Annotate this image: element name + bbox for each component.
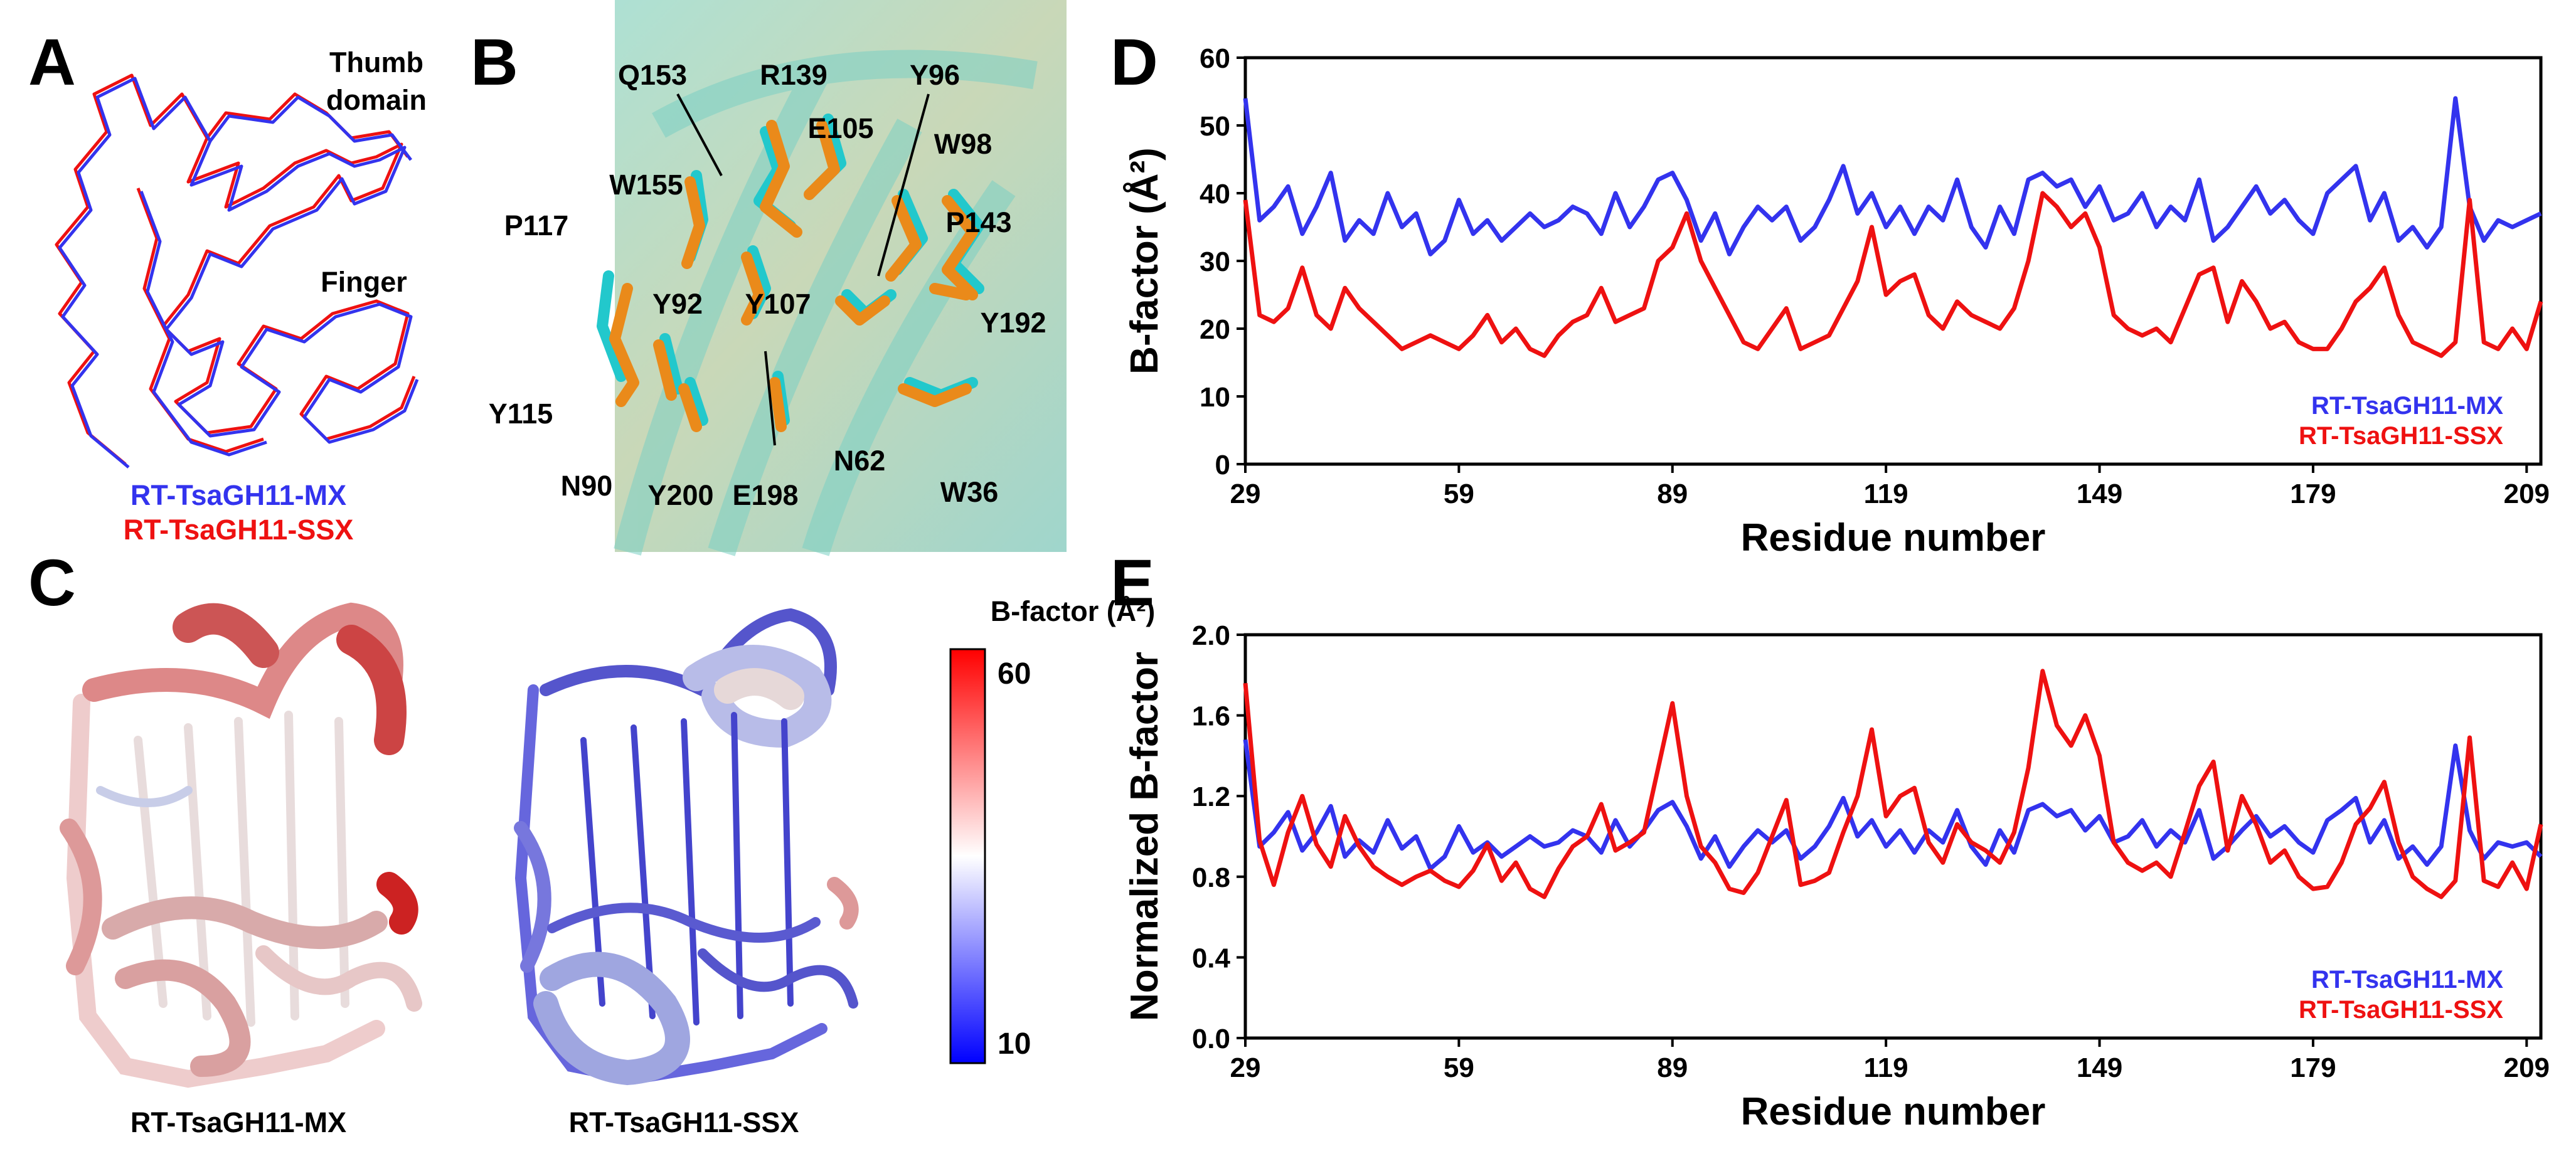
legend-mx: RT-TsaGH11-MX	[2311, 392, 2503, 420]
residue-n62: N62	[834, 445, 886, 477]
panel-letter-a: A	[28, 26, 76, 99]
x-tick-label: 209	[2504, 479, 2550, 509]
residue-y107: Y107	[745, 288, 811, 320]
series-line-ssx	[1243, 191, 2543, 358]
colorbar	[949, 648, 986, 1064]
panel-letter-b: B	[471, 26, 518, 99]
residue-p117: P117	[504, 209, 569, 241]
y-tick-label: 1.2	[1192, 782, 1230, 812]
y-tick-label: 0	[1215, 450, 1230, 480]
caption-c-mx: RT-TsaGH11-MX	[130, 1106, 346, 1138]
residue-w155: W155	[609, 169, 683, 201]
residue-y192: Y192	[980, 307, 1046, 339]
x-tick-label: 119	[1864, 479, 1908, 509]
panel-c: C RT-TsaGH11-MX RT-TsaGH1	[28, 546, 1155, 1138]
x-tick-label: 149	[2077, 1052, 2122, 1083]
residue-e105: E105	[807, 112, 873, 144]
residue-w36: W36	[940, 476, 999, 508]
backbone-trace-mx	[58, 77, 419, 469]
legend-ssx: RT-TsaGH11-SSX	[2299, 996, 2503, 1024]
residue-labels: Q153 R139 Y96 E105 W98 W155 P117 P143 Y9…	[489, 59, 1046, 511]
legend-a-ssx: RT-TsaGH11-SSX	[124, 514, 354, 546]
residue-n90: N90	[561, 470, 613, 502]
series-line-ssx	[1243, 669, 2543, 899]
residue-sticks	[597, 114, 984, 432]
x-tick-label: 29	[1230, 1052, 1261, 1083]
y-tick-label: 50	[1200, 111, 1230, 142]
y-tick-label: 0.0	[1192, 1024, 1230, 1054]
y-tick-label: 10	[1200, 382, 1230, 413]
residue-r139: R139	[760, 59, 828, 91]
residue-y200: Y200	[647, 479, 713, 511]
sticks-orange	[609, 120, 978, 432]
residue-y115: Y115	[489, 398, 553, 430]
panel-letter-c: C	[28, 546, 76, 620]
y-tick-label: 0.4	[1192, 943, 1231, 973]
residue-e198: E198	[732, 479, 798, 511]
y-tick-label: 60	[1200, 43, 1230, 74]
colorbar-max-label: 60	[998, 657, 1031, 691]
legend-mx: RT-TsaGH11-MX	[2311, 966, 2503, 994]
legend-a-mx: RT-TsaGH11-MX	[130, 479, 346, 511]
panel-e: E 0.0 0.4 0.8 1.2 1.6 2.0 29 59 89 119 149 179 209 Re…	[1110, 546, 2550, 1133]
x-tick-label: 29	[1230, 479, 1261, 509]
panel-b: B Q153 R139 Y96 E105 W98 W155 P117 P143 …	[471, 0, 1067, 556]
panel-letter-e: E	[1110, 546, 1154, 620]
x-tick-label: 179	[2290, 479, 2336, 509]
legend-ssx: RT-TsaGH11-SSX	[2299, 422, 2503, 450]
chart-e: 0.0 0.4 0.8 1.2 1.6 2.0 29 59 89 119 149 179 209 Resi…	[1123, 620, 2550, 1133]
label-domain: domain	[326, 84, 427, 116]
x-tick-label: 149	[2077, 479, 2122, 509]
colorbar-title: B-factor (Å²)	[991, 595, 1155, 627]
residue-y96: Y96	[910, 59, 960, 91]
residue-q153: Q153	[618, 59, 687, 91]
y-tick-label: 0.8	[1192, 862, 1230, 893]
series-line-mx	[1243, 96, 2542, 257]
y-tick-label: 30	[1200, 246, 1230, 277]
y-tick-label: 20	[1200, 314, 1230, 345]
chart-d: 0 10 20 30 40 50 60 29 59 89 119 149 179 209 Residue n…	[1123, 43, 2550, 559]
panel-a: A Thumb domain Finger RT-TsaGH11-MX RT-T…	[28, 26, 427, 546]
residue-y92: Y92	[652, 288, 703, 320]
x-axis-label: Residue number	[1741, 1090, 2046, 1133]
panel-d: D 0 10 20 30 40 50 60 29 59 89 119 149 179 209 Residue…	[1110, 26, 2550, 559]
x-tick-label: 119	[1864, 1052, 1908, 1083]
x-tick-label: 59	[1444, 1052, 1474, 1083]
x-tick-label: 89	[1657, 1052, 1688, 1083]
y-tick-label: 2.0	[1192, 620, 1230, 651]
y-axis-label: B-factor (Å²)	[1123, 147, 1166, 374]
y-axis-label: Normalized B-factor	[1123, 652, 1166, 1021]
plot-frame	[1243, 633, 2543, 1040]
y-tick-label: 1.6	[1192, 701, 1230, 732]
x-tick-label: 209	[2504, 1052, 2550, 1083]
x-tick-label: 179	[2290, 1052, 2336, 1083]
x-tick-label: 59	[1444, 479, 1474, 509]
colorbar-min-label: 10	[998, 1027, 1031, 1061]
putty-structure-mx	[60, 602, 422, 1088]
caption-c-ssx: RT-TsaGH11-SSX	[569, 1106, 799, 1138]
x-tick-label: 89	[1657, 479, 1688, 509]
residue-w98: W98	[934, 128, 993, 160]
panel-letter-d: D	[1110, 26, 1158, 99]
label-thumb: Thumb	[329, 46, 423, 78]
label-finger: Finger	[321, 266, 407, 298]
residue-p143: P143	[945, 206, 1011, 238]
series-line-mx	[1243, 739, 2543, 871]
putty-structure-ssx	[514, 608, 859, 1086]
y-tick-label: 40	[1200, 179, 1230, 209]
label-leader-lines	[676, 93, 930, 446]
x-axis-label: Residue number	[1741, 516, 2046, 559]
